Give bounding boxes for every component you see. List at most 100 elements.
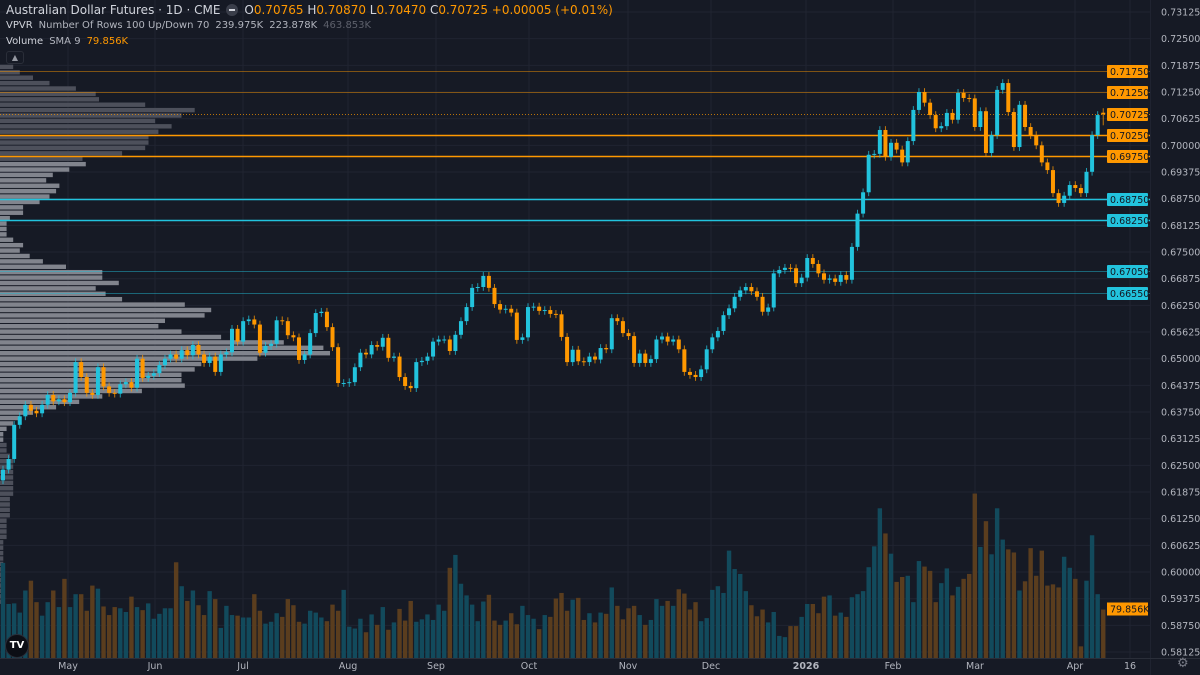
candle-body <box>447 339 452 352</box>
symbol-legend: Australian Dollar Futures · 1D · CME O0.… <box>6 3 613 17</box>
volume-bar <box>106 615 112 658</box>
time-axis[interactable]: May Jun Jul Aug Sep Oct Nov Dec 2026 Feb Mar Apr 16 <box>0 658 1200 673</box>
candle-body <box>743 287 748 291</box>
vpvr-row <box>0 356 258 361</box>
candle-body <box>581 361 586 363</box>
candle-body <box>34 410 39 414</box>
volume-bar <box>749 605 754 658</box>
price-tick-label: 0.72500 <box>1161 34 1200 45</box>
volume-bar <box>475 621 480 658</box>
volume-bar <box>994 508 1000 658</box>
candle-body <box>302 354 307 360</box>
volume-bar <box>609 587 614 658</box>
vpvr-up-volume: 239.975K <box>215 20 264 31</box>
price-line-label: 0.70250 <box>1110 131 1149 142</box>
vpvr-legend[interactable]: VPVR Number Of Rows 100 Up/Down 70 239.9… <box>6 20 371 31</box>
candle-body <box>939 126 944 129</box>
candle-body <box>861 192 866 214</box>
candle-body <box>403 377 408 387</box>
candle-body <box>810 257 815 264</box>
chevron-up-icon[interactable]: ▲ <box>6 51 24 64</box>
candle-body <box>79 362 84 378</box>
candle-body <box>40 404 45 414</box>
vpvr-row <box>0 351 330 356</box>
volume-bar <box>514 624 520 658</box>
candle-body <box>246 319 251 322</box>
volume-bar <box>453 554 458 658</box>
volume-sma-value: 79.856K <box>86 36 129 47</box>
volume-bar <box>23 590 28 658</box>
candle-body <box>593 356 598 360</box>
vpvr-row <box>0 269 103 275</box>
volume-bar <box>626 608 631 658</box>
candle-body <box>84 377 89 393</box>
candle-body <box>604 348 609 350</box>
symbol-title[interactable]: Australian Dollar Futures · 1D · CME <box>6 3 221 17</box>
volume-bar <box>414 621 419 658</box>
volume-bar <box>408 600 413 658</box>
candle-body <box>900 149 905 163</box>
volume-bar <box>782 637 788 658</box>
price-line-label-bg <box>1107 265 1148 278</box>
minus-icon[interactable] <box>226 4 239 16</box>
candle-body <box>654 339 659 360</box>
vpvr-row <box>0 232 7 237</box>
volume-bar <box>671 605 676 658</box>
volume-bar <box>1039 550 1045 658</box>
volume-bar <box>302 623 307 658</box>
candle-body <box>648 359 653 363</box>
candle-body <box>324 311 329 328</box>
gear-icon[interactable]: ⚙ <box>1177 656 1189 671</box>
candle-body <box>827 278 832 280</box>
volume-bar <box>542 615 547 658</box>
volume-sma-label: 79.856K <box>1110 605 1150 616</box>
vpvr-row <box>0 242 24 248</box>
candle-body <box>749 287 754 292</box>
volume-bar <box>961 578 966 658</box>
candle-body <box>380 337 385 347</box>
price-tick-label: 0.69375 <box>1161 168 1200 179</box>
vpvr-row <box>0 221 7 226</box>
vpvr-row <box>0 410 33 415</box>
tradingview-logo-icon[interactable]: TV <box>5 634 29 658</box>
volume-bar <box>1045 585 1050 658</box>
candle-body <box>503 308 508 310</box>
candle-body <box>956 92 961 120</box>
price-tick-label: 0.68125 <box>1161 221 1200 232</box>
volume-bar <box>280 616 285 658</box>
candle-body <box>263 345 268 353</box>
volume-bar <box>481 601 486 658</box>
close-label: C <box>429 3 439 17</box>
volume-bar <box>386 629 391 658</box>
volume-bar <box>927 570 933 658</box>
candle-body <box>693 374 698 378</box>
volume-bar <box>229 615 235 658</box>
candle-body <box>866 154 871 193</box>
volume-legend[interactable]: Volume SMA 9 79.856K <box>6 36 128 47</box>
price-axis[interactable]: 0.73125 0.72500 0.71875 0.71250 0.70625 0.700… <box>1107 0 1200 675</box>
candle-body <box>671 339 676 342</box>
price-tick-label: 0.58750 <box>1161 621 1200 632</box>
candle-body <box>721 315 726 331</box>
volume-bar <box>978 546 983 658</box>
candle-body <box>224 352 229 355</box>
candle-body <box>978 111 983 127</box>
volume-bar <box>810 604 816 658</box>
time-tick-label: Sep <box>427 661 445 672</box>
volume-bar <box>263 623 268 658</box>
vpvr-row <box>0 383 185 388</box>
volume-bar <box>213 599 218 658</box>
candle-body <box>1039 145 1044 163</box>
volume-params: SMA 9 <box>49 36 81 47</box>
candle-body <box>553 313 558 315</box>
candle-body <box>425 356 430 361</box>
candle-body <box>989 135 994 154</box>
volume-bar <box>6 604 11 658</box>
volume-bar <box>654 599 659 658</box>
price-tick-label: 0.66250 <box>1161 301 1200 312</box>
volume-bar <box>788 626 793 658</box>
vpvr-row <box>0 129 159 134</box>
volume-bar <box>548 616 553 658</box>
